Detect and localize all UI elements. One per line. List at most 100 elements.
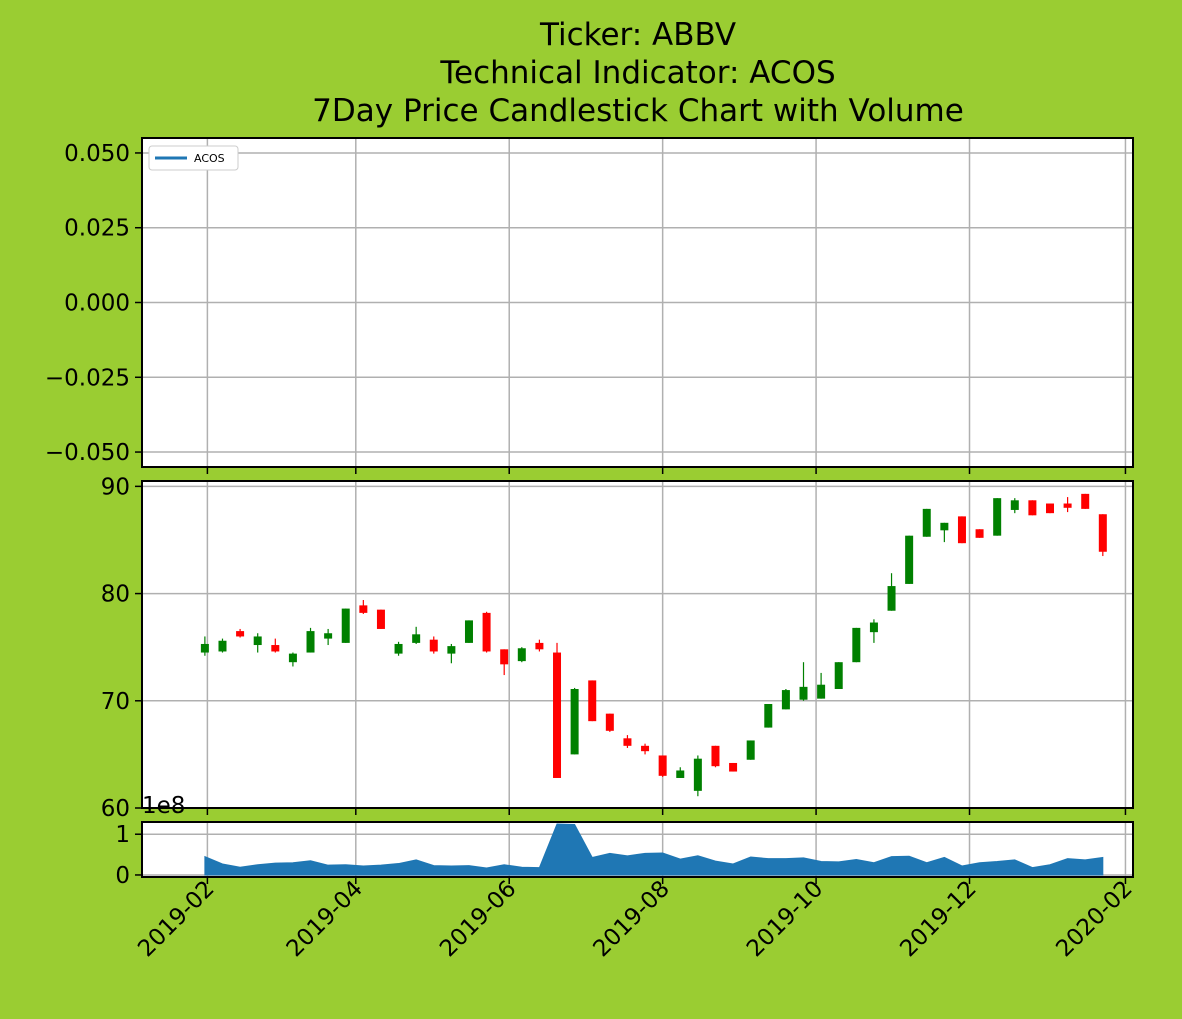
candle-body [623, 738, 632, 746]
candle [464, 620, 473, 643]
candle-body [922, 508, 931, 537]
candle [605, 713, 614, 732]
candle [412, 626, 421, 644]
y-tick-label: 90 [101, 474, 130, 500]
candle-body [957, 516, 966, 544]
candle [288, 652, 297, 667]
candle-body [341, 608, 350, 643]
volume-frame [141, 821, 1134, 878]
candle-body [394, 643, 403, 654]
candle [394, 641, 403, 656]
candle [887, 573, 896, 611]
candle-body [1098, 514, 1107, 552]
candle [781, 688, 790, 710]
candle-body [746, 740, 755, 760]
candle [1045, 503, 1054, 514]
candle-body [711, 745, 720, 767]
candle-body [887, 586, 896, 611]
candle [376, 609, 385, 629]
y-tick-label: −0.025 [45, 365, 130, 391]
candle [1063, 497, 1072, 513]
candle [341, 608, 350, 643]
y-tick-label: 80 [101, 582, 130, 608]
candle-body [693, 758, 702, 791]
candle [482, 611, 491, 653]
candle [658, 755, 667, 777]
price-plot-area [142, 481, 1133, 808]
volume-series [204, 823, 1104, 876]
candle [200, 636, 209, 656]
candle [588, 680, 597, 722]
candle-body [500, 649, 509, 665]
candle [729, 762, 738, 772]
candle-body [253, 636, 262, 646]
chart-title-line-3: 7Day Price Candlestick Chart with Volume [312, 93, 964, 129]
price-y-ticks: 90 80 70 60 [101, 474, 142, 822]
candle-body [940, 522, 949, 531]
candle [764, 704, 773, 728]
candle-body [764, 704, 773, 728]
candle [253, 633, 262, 653]
candle-body [869, 622, 878, 633]
candle-body [1028, 500, 1037, 516]
candle [852, 627, 861, 663]
legend-box [148, 145, 239, 171]
candle-body [1045, 503, 1054, 514]
candle [693, 755, 702, 797]
volume-panel: 10 1e8 [115, 793, 1134, 889]
price-frame [141, 480, 1134, 809]
candle [1081, 493, 1090, 509]
indicator-grid [142, 138, 1133, 474]
candle-body [605, 713, 614, 731]
candle [218, 638, 227, 653]
candle-body [834, 662, 843, 689]
candle-body [1063, 503, 1072, 508]
candle-body [200, 643, 209, 653]
candle-body [852, 627, 861, 663]
candle-body [975, 529, 984, 538]
volume-offset-label: 1e8 [142, 793, 185, 819]
candle [535, 639, 544, 652]
legend-label-acos: ACOS [194, 152, 225, 165]
candle-body [729, 762, 738, 772]
candle [324, 628, 333, 646]
chart-title-line-1: Ticker: ABBV [539, 17, 736, 53]
candle [817, 672, 826, 699]
candle [359, 600, 368, 614]
candle-body [324, 633, 333, 639]
price-panel: 90 80 70 60 [101, 474, 1134, 822]
candle [711, 745, 720, 768]
candle [746, 740, 755, 760]
candle-body [993, 498, 1002, 536]
candle-body [464, 620, 473, 643]
y-tick-label: 70 [101, 689, 130, 715]
candle [1028, 500, 1037, 516]
indicator-legend: ACOS [148, 145, 239, 171]
candle [306, 627, 315, 653]
candle [922, 508, 931, 537]
candle-body [781, 690, 790, 710]
y-tick-label: 0.050 [64, 141, 130, 167]
candle-body [271, 645, 280, 652]
candle-body [658, 755, 667, 776]
candle-body [905, 535, 914, 584]
volume-y-ticks: 10 [115, 822, 142, 889]
candle [517, 647, 526, 663]
candle [623, 735, 632, 748]
y-tick-label: 0.025 [64, 216, 130, 242]
candle [905, 535, 914, 584]
candle [500, 649, 509, 676]
candle-body [306, 631, 315, 653]
indicator-y-ticks: 0.050 0.025 0.000 −0.025 −0.050 [45, 141, 142, 466]
candle [1098, 514, 1107, 557]
candle-body [218, 640, 227, 652]
candle-body [535, 642, 544, 650]
candle-body [1081, 493, 1090, 509]
chart-title-line-2: Technical Indicator: ACOS [439, 55, 835, 91]
candle [1010, 498, 1019, 514]
candle-body [517, 648, 526, 662]
candle-body [288, 653, 297, 663]
candle-body [429, 639, 438, 652]
candle [271, 638, 280, 653]
